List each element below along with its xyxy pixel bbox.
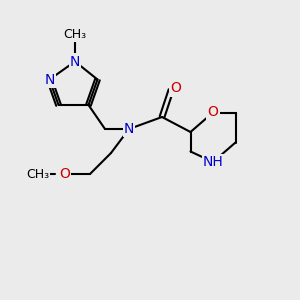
Text: N: N [44, 73, 55, 86]
Text: O: O [208, 106, 218, 119]
Text: N: N [70, 55, 80, 68]
Text: N: N [124, 122, 134, 136]
Text: CH₃: CH₃ [26, 167, 49, 181]
Text: CH₃: CH₃ [63, 28, 87, 41]
Text: O: O [59, 167, 70, 181]
Text: NH: NH [202, 155, 224, 169]
Text: O: O [170, 82, 181, 95]
